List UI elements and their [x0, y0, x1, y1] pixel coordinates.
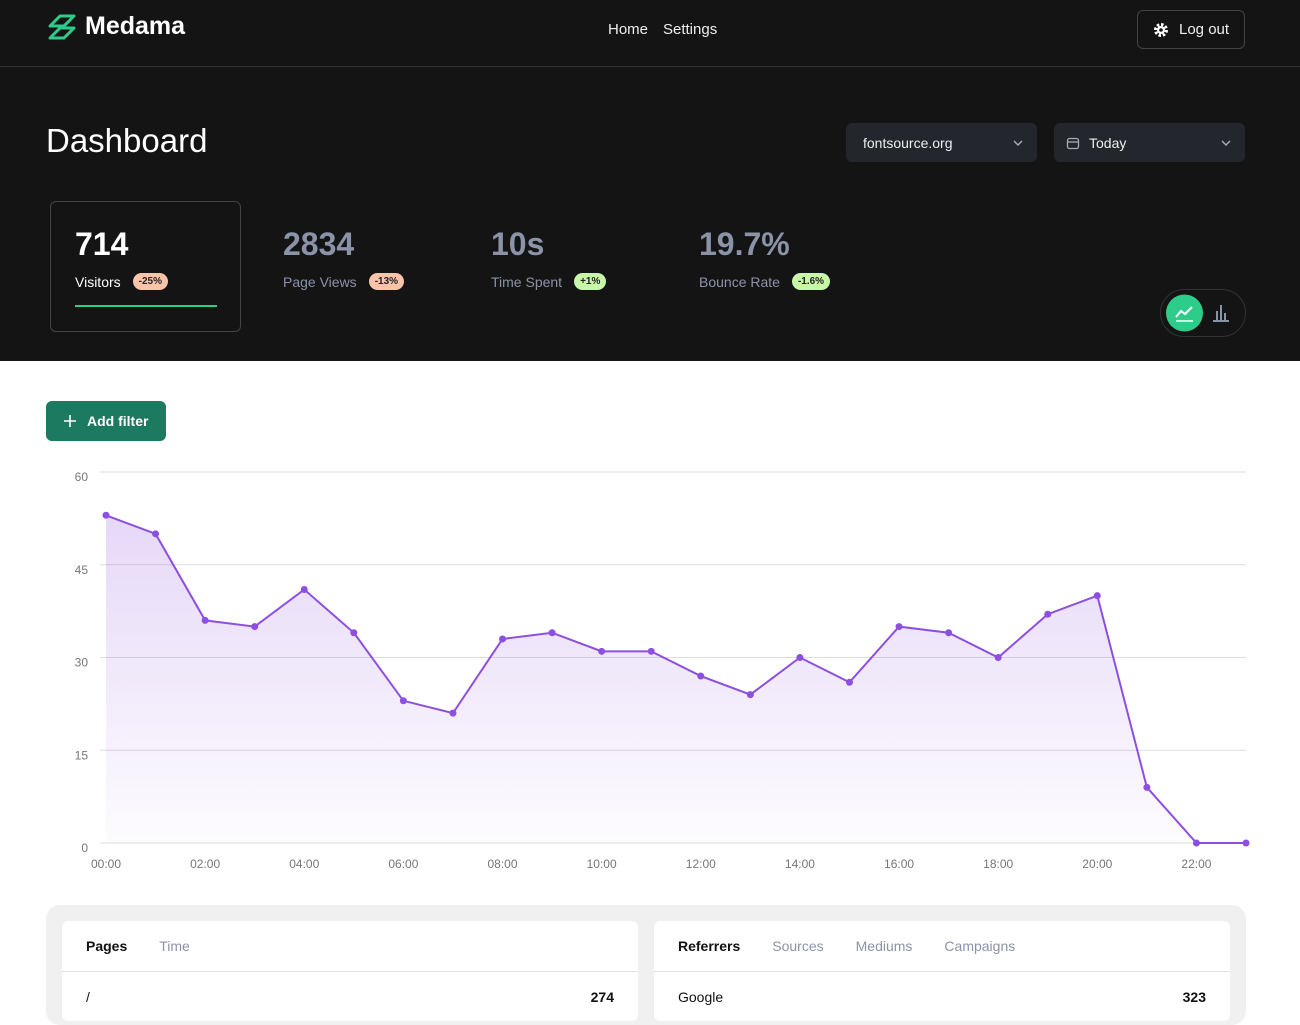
stat-change: -1.6%: [791, 273, 831, 290]
chevron: [1013, 140, 1023, 147]
stat-label: Bounce Rate: [699, 274, 780, 290]
x-tick-label: 18:00: [983, 857, 1013, 871]
row-label: Google: [678, 989, 724, 1005]
y-tick-label: 45: [75, 563, 89, 577]
nav-link[interactable]: Home: [608, 21, 649, 38]
point: [697, 672, 705, 680]
point: [598, 647, 606, 655]
x-tick-label: 20:00: [1082, 857, 1112, 871]
stat-value: 19.7%: [699, 226, 790, 262]
line: [105, 514, 1246, 844]
point: [399, 697, 407, 705]
x-tick-label: 04:00: [289, 857, 319, 871]
stat-change: -13%: [368, 273, 405, 290]
y-tick-label: 60: [75, 470, 89, 484]
add-filter-label: Add filter: [87, 413, 149, 429]
plus-icon: [64, 415, 76, 427]
range-select[interactable]: Today: [1054, 123, 1245, 162]
area-fill: [106, 515, 1246, 843]
point: [548, 629, 556, 637]
logout-label: Log out: [1179, 21, 1230, 38]
stat-label: Page Views: [283, 274, 357, 290]
divider: [0, 66, 1300, 67]
point: [350, 629, 358, 637]
chart: 0 15 30 45 60 00:00 02:00 04:00 06:00 08:00 10:00 1…: [75, 470, 1250, 871]
row-value: 274: [590, 989, 614, 1005]
x-tick-label: 06:00: [388, 857, 418, 871]
point: [1242, 839, 1250, 847]
tab[interactable]: Time: [159, 938, 190, 954]
stat-label: Visitors: [75, 274, 121, 290]
toggle-icons[interactable]: [1166, 294, 1242, 332]
x-tick-label: 14:00: [785, 857, 815, 871]
divider: [654, 971, 1230, 972]
x-tick-label: 10:00: [587, 857, 617, 871]
stat-label: Time Spent: [491, 274, 563, 290]
x-tick-label: 22:00: [1181, 857, 1211, 871]
x-tick-label: 02:00: [190, 857, 220, 871]
point: [1192, 839, 1200, 847]
stat-value: 10s: [491, 226, 545, 262]
chevron: [1221, 140, 1231, 147]
x-tick-label: 16:00: [884, 857, 914, 871]
logo: [48, 14, 76, 40]
point: [796, 654, 804, 661]
divider: [62, 971, 638, 972]
point: [1093, 592, 1101, 600]
point: [251, 623, 259, 631]
x-tick-label: 08:00: [488, 857, 518, 871]
point: [945, 629, 953, 637]
point: [746, 691, 754, 699]
y-tick-label: 0: [81, 841, 88, 855]
point: [1143, 783, 1151, 791]
x-tick-label: 00:00: [91, 857, 121, 871]
tab[interactable]: Mediums: [855, 938, 913, 954]
point: [499, 635, 507, 643]
stat-value: 714: [75, 226, 129, 262]
point: [845, 678, 853, 686]
stat-value: 2834: [283, 226, 355, 262]
site-select[interactable]: fontsource.org: [846, 123, 1037, 162]
point: [201, 616, 209, 624]
point: [895, 623, 903, 631]
y-tick-label: 30: [75, 656, 89, 670]
site-label: fontsource.org: [863, 135, 953, 151]
point: [102, 511, 110, 519]
gear-icon: [1154, 23, 1168, 37]
nav-link[interactable]: Settings: [663, 21, 718, 38]
y-tick-label: 15: [75, 748, 89, 762]
header-bg: [0, 0, 1300, 361]
active-underline: [75, 305, 217, 307]
tab[interactable]: Referrers: [678, 938, 741, 954]
page-title: Dashboard: [46, 122, 208, 159]
stat-change: +1%: [574, 273, 607, 290]
stat-card-active[interactable]: [50, 201, 241, 332]
tab[interactable]: Campaigns: [944, 938, 1016, 954]
tab[interactable]: Sources: [772, 938, 824, 954]
tab[interactable]: Pages: [86, 938, 128, 954]
point: [152, 530, 160, 538]
chart-toggle: [1160, 289, 1246, 337]
range-label: Today: [1089, 135, 1127, 151]
x-tick-label: 12:00: [686, 857, 716, 871]
row-label: /: [86, 989, 90, 1005]
row-value: 323: [1182, 989, 1206, 1005]
point: [449, 709, 457, 717]
point: [1044, 610, 1052, 618]
logout-button[interactable]: Log out: [1137, 10, 1245, 49]
point: [994, 654, 1002, 661]
point: [647, 647, 655, 655]
brand[interactable]: Medama: [85, 12, 186, 40]
calendar-icon: [1066, 137, 1080, 150]
point: [300, 585, 308, 593]
stat-change: -25%: [132, 273, 169, 290]
